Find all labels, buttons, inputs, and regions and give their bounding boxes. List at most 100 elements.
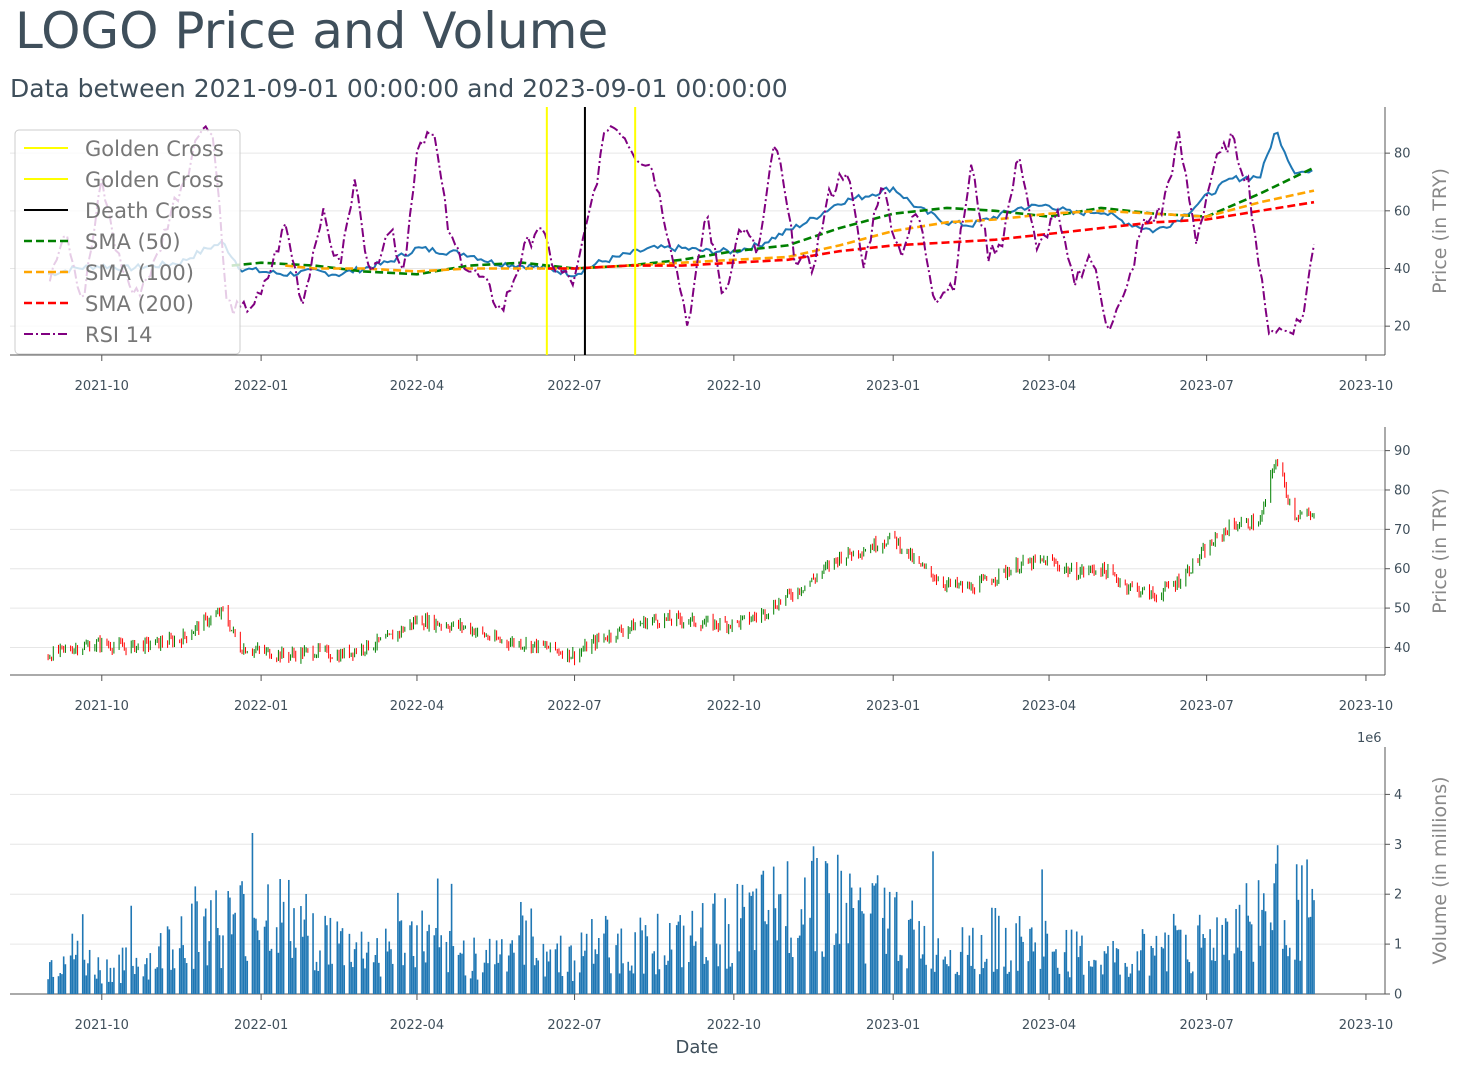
y-tick-label: 80 — [1394, 483, 1411, 498]
sma-200-line — [546, 200, 1315, 270]
volume-bar — [485, 949, 488, 994]
volume-bar — [643, 973, 645, 994]
volume-bar — [281, 922, 283, 994]
volume-bar — [204, 908, 207, 994]
volume-bar — [109, 967, 112, 994]
x-tick-label: 2022-07 — [547, 379, 601, 394]
volume-bar — [182, 945, 184, 994]
volume-bar — [984, 961, 986, 994]
volume-bar — [94, 974, 96, 994]
volume-bar — [1119, 974, 1121, 994]
volume-bar — [592, 963, 595, 994]
volume-panel: 0 1 2 3 4 2021-10 2022-01 2022-04 2022-07 2022-10… — [10, 731, 1451, 1058]
volume-bar — [170, 969, 172, 994]
volume-bar — [679, 915, 681, 994]
volume-bar — [1070, 929, 1073, 994]
volume-bar — [196, 901, 198, 994]
volume-bar — [968, 935, 971, 994]
volume-bar — [670, 949, 673, 994]
chart-title: LOGO Price and Volume — [15, 2, 609, 60]
volume-bar — [800, 909, 803, 994]
volume-bar — [457, 954, 460, 994]
legend: Golden Cross Golden Cross Death Cross SMA (… — [14, 129, 241, 355]
volume-bar — [544, 976, 546, 994]
volume-bar — [972, 927, 974, 994]
volume-bar — [506, 971, 508, 994]
volume-bar — [694, 941, 697, 994]
volume-bar — [1088, 960, 1090, 994]
volume-bar — [1224, 918, 1227, 994]
volume-bar — [677, 921, 680, 994]
volume-bar — [1093, 959, 1095, 994]
volume-bar — [360, 931, 363, 994]
volume-bar — [113, 967, 115, 994]
volume-bar — [1081, 935, 1083, 994]
volume-bar — [1257, 880, 1260, 994]
volume-bar — [421, 910, 423, 994]
volume-bar — [1221, 924, 1224, 994]
volume-bar — [1101, 974, 1104, 994]
volume-bar — [656, 913, 659, 994]
sma-100-line — [285, 189, 1315, 273]
volume-bar — [894, 897, 896, 994]
volume-bar — [949, 950, 952, 994]
volume-bar — [445, 941, 448, 994]
volume-bar — [719, 944, 721, 994]
volume-bar — [748, 892, 751, 994]
volume-bar — [481, 972, 484, 994]
volume-bar — [632, 973, 635, 994]
x-tick-label: 2023-07 — [1179, 699, 1233, 714]
volume-bar — [798, 935, 801, 994]
volume-bar — [471, 970, 474, 994]
volume-bar — [239, 885, 242, 994]
volume-bar — [668, 923, 671, 994]
volume-bar — [573, 960, 576, 994]
x-tick-label: 2021-10 — [75, 379, 129, 394]
volume-bar — [362, 958, 365, 994]
volume-bar — [476, 979, 479, 994]
volume-bar — [87, 963, 89, 994]
volume-bar — [1167, 934, 1170, 994]
legend-box — [14, 129, 241, 355]
volume-bar — [1044, 920, 1047, 994]
volume-bar — [483, 962, 486, 994]
volume-bar — [1162, 948, 1165, 994]
volume-bar — [1202, 934, 1204, 994]
volume-bar — [630, 965, 633, 994]
volume-bar — [1046, 933, 1049, 994]
volume-bar — [840, 870, 843, 994]
volume-bar — [937, 938, 940, 994]
volume-bar — [125, 947, 127, 994]
volume-bar — [570, 945, 572, 994]
x-tick-label: 2021-10 — [75, 1018, 129, 1033]
volume-bar — [785, 926, 787, 994]
volume-bar — [1172, 913, 1175, 994]
volume-bar — [132, 965, 134, 994]
volume-bar — [604, 915, 607, 994]
volume-bar — [166, 926, 169, 994]
volume-bar — [488, 938, 491, 994]
volume-bar — [618, 973, 621, 994]
y-axis-label: Volume (in millions) — [1429, 776, 1451, 964]
volume-bar — [397, 892, 399, 994]
volume-bar — [620, 928, 623, 994]
volume-bar — [767, 909, 770, 994]
volume-bar — [701, 903, 704, 994]
volume-bar — [731, 963, 733, 994]
y-tick-label: 60 — [1394, 204, 1411, 219]
volume-bar — [424, 962, 427, 994]
volume-bar — [462, 940, 465, 994]
volume-bar — [1075, 931, 1078, 994]
volume-bar — [1235, 909, 1237, 994]
volume-bar — [970, 965, 972, 994]
volume-bar — [1204, 937, 1206, 994]
volume-bar — [232, 914, 235, 994]
x-tick-label: 2022-01 — [234, 699, 288, 714]
x-tick-label: 2023-01 — [866, 1018, 920, 1033]
volume-bar — [410, 921, 413, 994]
volume-bar — [707, 960, 709, 994]
volume-bar — [275, 927, 278, 994]
volume-bar — [1034, 942, 1036, 994]
volume-bar — [76, 940, 79, 994]
volume-bar — [1058, 973, 1061, 994]
